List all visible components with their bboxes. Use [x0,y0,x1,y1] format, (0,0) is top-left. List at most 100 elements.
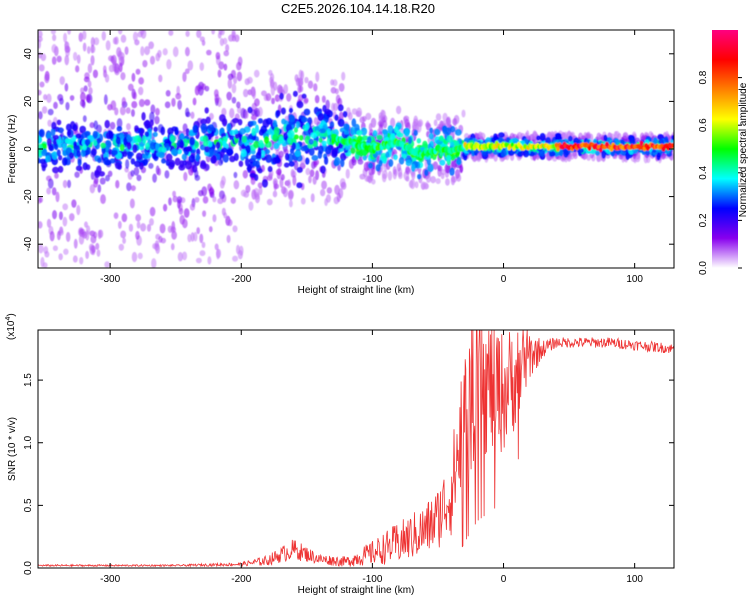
spectrogram-speckle [62,203,68,210]
spectrogram-blob [264,136,269,144]
spectrogram-speckle [93,179,98,187]
spectrogram-blob [397,133,404,138]
spectrogram-blob [261,125,267,133]
spectrogram-blob [239,161,244,167]
spectrogram-blob [145,142,150,150]
spectrogram-speckle [90,55,94,65]
spectrogram-speckle [88,80,92,87]
spectrogram-speckle [74,239,78,249]
spectrogram-blob [320,166,326,174]
x-tick-label: 100 [626,574,643,585]
spectrogram-speckle [200,36,205,42]
x-tick-label: -200 [231,574,251,585]
spectrogram-speckle [70,95,75,101]
spectrogram-speckle [93,69,98,78]
spectrogram-blob [158,152,165,159]
y-tick-label: 0 [23,146,34,152]
spectrogram-speckle [209,186,214,196]
spectrogram-speckle [179,208,184,215]
spectrogram-speckle [247,77,253,84]
spectrogram-blob [75,134,81,139]
spectrogram-blob [563,150,568,158]
spectrogram-speckle [129,224,133,232]
spectrogram-speckle [243,89,248,97]
spectrogram-blob [296,182,302,188]
spectrogram-blob [136,153,143,161]
spectrogram-speckle [177,100,182,110]
spectrogram-speckle [223,50,229,56]
spectrogram-speckle [125,159,129,169]
spectrogram-speckle [454,115,460,124]
spectrogram-speckle [232,83,237,93]
spectrogram-speckle [234,180,240,189]
spectrogram-speckle [76,205,80,215]
spectrogram-speckle [237,71,242,81]
spectrogram-speckle [148,163,153,169]
spectrogram-speckle [38,111,43,119]
spectrogram-speckle [445,178,450,185]
spectrogram-blob [319,128,326,133]
spectrogram-blob [86,164,91,170]
spectrogram-speckle [173,196,178,203]
spectrogram-speckle [313,83,317,91]
spectrogram-blob [302,94,307,99]
spectrogram-blob [264,149,270,154]
spectrogram-blob [201,126,207,134]
spectrogram-blob [51,122,56,130]
spectrogram-speckle [55,192,59,202]
spectrogram-blob [255,160,259,168]
spectrogram-blob [137,137,141,143]
spectrogram-speckle [77,54,81,63]
spectrogram-blob [251,128,255,136]
spectrogram-speckle [430,176,436,183]
spectrogram-blob [258,118,263,124]
spectrogram-speckle [436,178,441,184]
spectrogram-blob [39,129,45,138]
spectrogram-blob [482,151,488,156]
spectrogram-speckle [236,62,241,71]
spectrogram-speckle [258,107,263,117]
spectrogram-speckle [227,219,232,226]
spectrogram-speckle [155,53,160,62]
spectrogram-speckle [283,188,288,198]
spectrogram-speckle [196,30,201,38]
y-tick-label: 0.5 [23,498,34,512]
spectrogram-blob [322,140,327,146]
spectrogram-speckle [369,123,373,131]
colorbar-tick-label: 0.6 [698,118,709,132]
spectrogram-speckle [193,98,197,106]
spectrogram-speckle [254,98,260,106]
spectrogram-speckle [57,94,63,101]
spectrogram-speckle [451,176,457,182]
spectrogram-speckle [206,50,212,56]
spectrogram-speckle [120,106,126,115]
spectrogram-speckle [138,77,144,85]
spectrogram-speckle [63,180,68,188]
spectrogram-blob [327,128,331,135]
spectrogram-speckle [52,56,57,65]
spectrogram-speckle [341,72,345,81]
spectrogram-speckle [53,245,58,251]
spectrogram-speckle [166,90,171,96]
spectrogram-speckle [128,84,134,91]
spectrogram-blob [296,121,300,128]
spectrogram-speckle [199,250,205,256]
spectrogram-speckle [105,74,109,82]
spectrogram-blob [429,128,433,134]
spectrogram-blob [82,144,86,150]
spectrogram-blob [376,135,382,140]
spectrogram-blob [289,161,295,167]
spectrogram-speckle [286,93,291,102]
spectrogram-speckle [166,59,171,69]
spectrogram-speckle [100,177,106,184]
spectrogram-speckle [65,83,69,92]
spectrogram-blob [297,167,303,173]
spectrogram-speckle [106,40,111,50]
spectrogram-speckle [78,33,82,42]
spectrogram-speckle [51,44,57,53]
spectrogram-speckle [119,52,125,59]
x-tick-label: 100 [626,274,643,285]
spectrogram-speckle [224,64,228,71]
spectrogram-blob [57,149,61,156]
spectrogram-blob [45,155,50,162]
